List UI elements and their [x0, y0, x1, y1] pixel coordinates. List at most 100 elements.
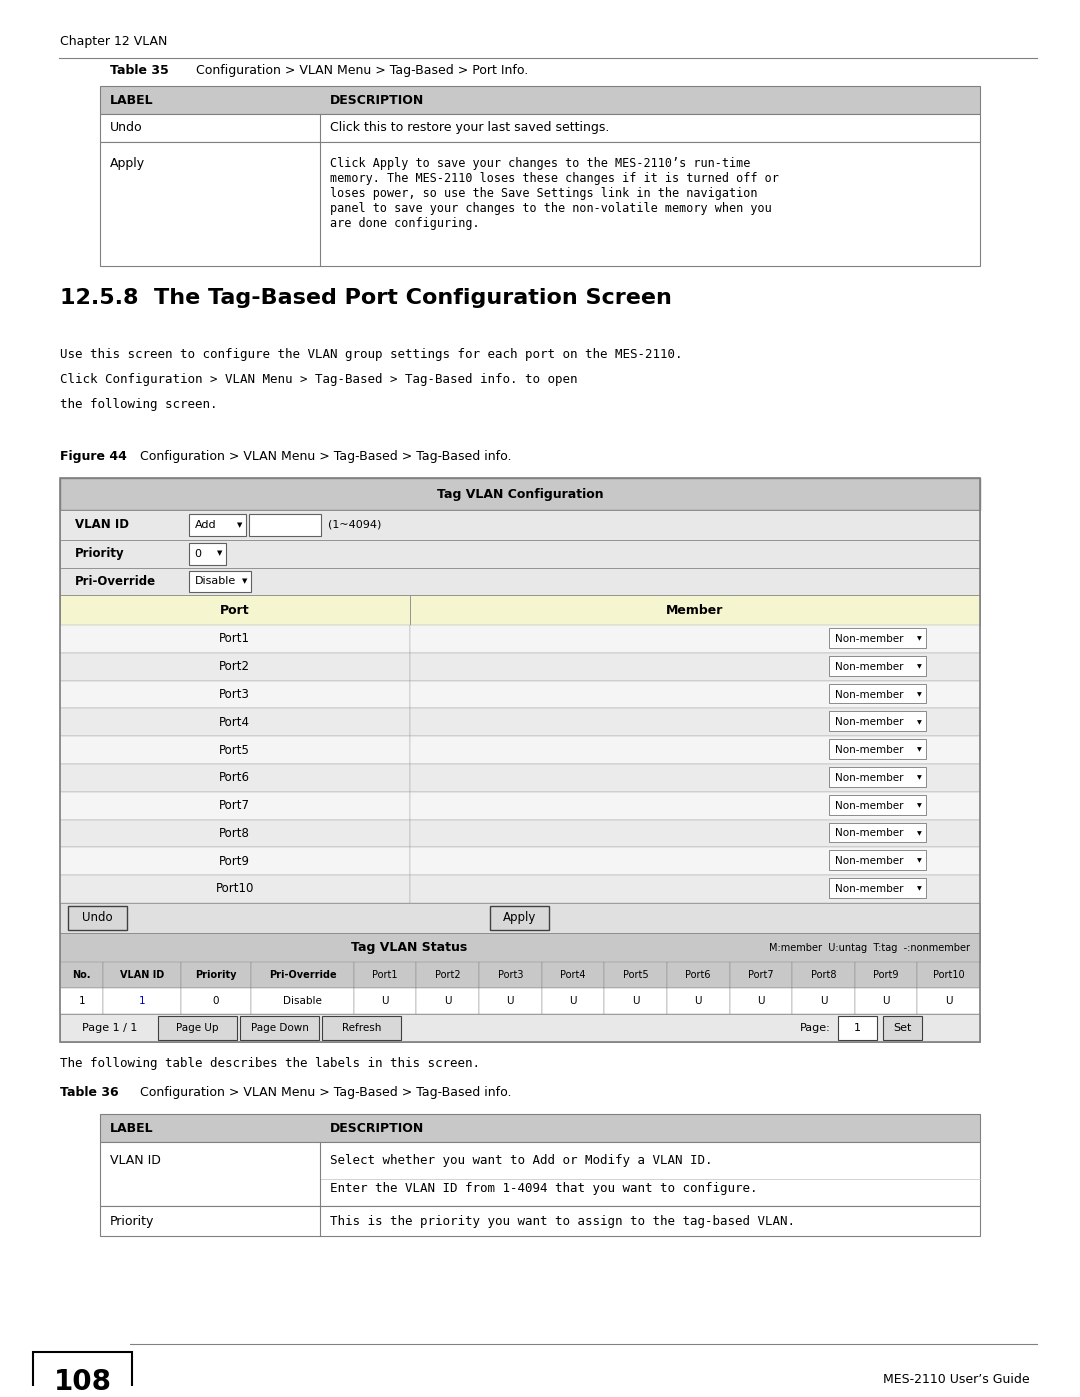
- Text: Chapter 12 VLAN: Chapter 12 VLAN: [60, 35, 167, 47]
- Text: Port: Port: [220, 604, 249, 616]
- Bar: [417, 988, 480, 1014]
- Bar: [60, 567, 980, 595]
- Text: U: U: [507, 996, 514, 1006]
- Bar: [409, 792, 980, 820]
- Bar: [409, 652, 980, 680]
- Text: DESCRIPTION: DESCRIPTION: [330, 94, 424, 106]
- Bar: [854, 963, 917, 988]
- Text: Add: Add: [195, 520, 217, 529]
- Bar: [409, 848, 980, 875]
- Bar: [666, 963, 729, 988]
- Bar: [854, 988, 917, 1014]
- Text: Port5: Port5: [219, 743, 251, 757]
- Text: DESCRIPTION: DESCRIPTION: [330, 1122, 424, 1134]
- Bar: [354, 963, 417, 988]
- Text: 0: 0: [194, 549, 201, 559]
- Bar: [409, 595, 980, 624]
- Text: Disable: Disable: [283, 996, 322, 1006]
- Bar: [666, 988, 729, 1014]
- Text: Port8: Port8: [219, 827, 251, 840]
- Text: LABEL: LABEL: [110, 1122, 153, 1134]
- Text: Port3: Port3: [219, 689, 251, 701]
- Text: Non-member: Non-member: [835, 856, 904, 866]
- Bar: [60, 708, 409, 736]
- Text: ▼: ▼: [217, 550, 222, 556]
- Bar: [60, 902, 980, 933]
- FancyBboxPatch shape: [249, 514, 321, 536]
- Bar: [60, 624, 409, 652]
- FancyBboxPatch shape: [490, 905, 550, 929]
- Text: ▼: ▼: [237, 522, 242, 528]
- Bar: [100, 87, 980, 115]
- Bar: [542, 988, 604, 1014]
- Text: Member: Member: [666, 604, 724, 616]
- Text: Configuration > VLAN Menu > Tag-Based > Tag-Based info.: Configuration > VLAN Menu > Tag-Based > …: [132, 1087, 512, 1099]
- Text: Pri-Override: Pri-Override: [269, 971, 336, 981]
- Bar: [480, 963, 542, 988]
- Bar: [60, 933, 980, 963]
- FancyBboxPatch shape: [829, 767, 926, 787]
- Bar: [409, 624, 980, 652]
- Text: Non-member: Non-member: [835, 828, 904, 838]
- Text: Tag VLAN Configuration: Tag VLAN Configuration: [436, 488, 604, 500]
- Text: Undo: Undo: [110, 122, 143, 134]
- Text: U: U: [820, 996, 827, 1006]
- Bar: [100, 1207, 980, 1236]
- Bar: [792, 963, 854, 988]
- Text: Apply: Apply: [503, 911, 537, 925]
- FancyBboxPatch shape: [829, 823, 926, 842]
- Text: Non-member: Non-member: [835, 690, 904, 700]
- Bar: [100, 1115, 980, 1141]
- Text: U: U: [694, 996, 702, 1006]
- Bar: [604, 988, 666, 1014]
- Bar: [60, 652, 409, 680]
- FancyBboxPatch shape: [829, 683, 926, 704]
- FancyBboxPatch shape: [883, 1016, 922, 1039]
- Bar: [480, 988, 542, 1014]
- Text: Enter the VLAN ID from 1-4094 that you want to configure.: Enter the VLAN ID from 1-4094 that you w…: [330, 1182, 757, 1194]
- Text: Port4: Port4: [561, 971, 585, 981]
- FancyBboxPatch shape: [33, 1352, 132, 1397]
- Text: Port2: Port2: [435, 971, 460, 981]
- Text: the following screen.: the following screen.: [60, 398, 217, 411]
- Text: Table 36: Table 36: [60, 1087, 119, 1099]
- Text: ▼: ▼: [917, 887, 921, 891]
- Text: Page:: Page:: [800, 1023, 831, 1032]
- Text: Configuration > VLAN Menu > Tag-Based > Port Info.: Configuration > VLAN Menu > Tag-Based > …: [188, 64, 528, 77]
- Bar: [354, 988, 417, 1014]
- Text: M:member  U:untag  T:tag  -:nonmember: M:member U:untag T:tag -:nonmember: [769, 943, 970, 953]
- Text: Port5: Port5: [623, 971, 648, 981]
- Bar: [792, 988, 854, 1014]
- Text: 1: 1: [854, 1023, 861, 1032]
- Text: Click this to restore your last saved settings.: Click this to restore your last saved se…: [330, 122, 609, 134]
- Text: Tag VLAN Status: Tag VLAN Status: [351, 942, 468, 954]
- Text: Set: Set: [893, 1023, 912, 1032]
- Bar: [60, 680, 409, 708]
- Text: ▼: ▼: [917, 859, 921, 863]
- Text: 0: 0: [213, 996, 219, 1006]
- Bar: [252, 963, 354, 988]
- Bar: [60, 736, 409, 764]
- Bar: [917, 988, 980, 1014]
- Text: U: U: [632, 996, 639, 1006]
- Text: Port9: Port9: [874, 971, 899, 981]
- Bar: [409, 875, 980, 902]
- Text: U: U: [444, 996, 451, 1006]
- Text: Port1: Port1: [219, 633, 251, 645]
- Bar: [60, 792, 409, 820]
- Text: VLAN ID: VLAN ID: [110, 1154, 161, 1166]
- Text: Priority: Priority: [75, 548, 124, 560]
- Text: Undo: Undo: [82, 911, 112, 925]
- Text: Select whether you want to Add or Modify a VLAN ID.: Select whether you want to Add or Modify…: [330, 1154, 713, 1166]
- Text: Port10: Port10: [933, 971, 964, 981]
- Bar: [917, 963, 980, 988]
- Text: No.: No.: [72, 971, 91, 981]
- Text: U: U: [569, 996, 577, 1006]
- Text: VLAN ID: VLAN ID: [75, 518, 129, 531]
- Text: ▼: ▼: [917, 831, 921, 835]
- Text: Figure 44: Figure 44: [60, 450, 126, 464]
- Text: ▼: ▼: [917, 803, 921, 807]
- Bar: [180, 988, 252, 1014]
- Text: 12.5.8  The Tag-Based Port Configuration Screen: 12.5.8 The Tag-Based Port Configuration …: [60, 288, 672, 307]
- Text: Page Down: Page Down: [251, 1023, 309, 1032]
